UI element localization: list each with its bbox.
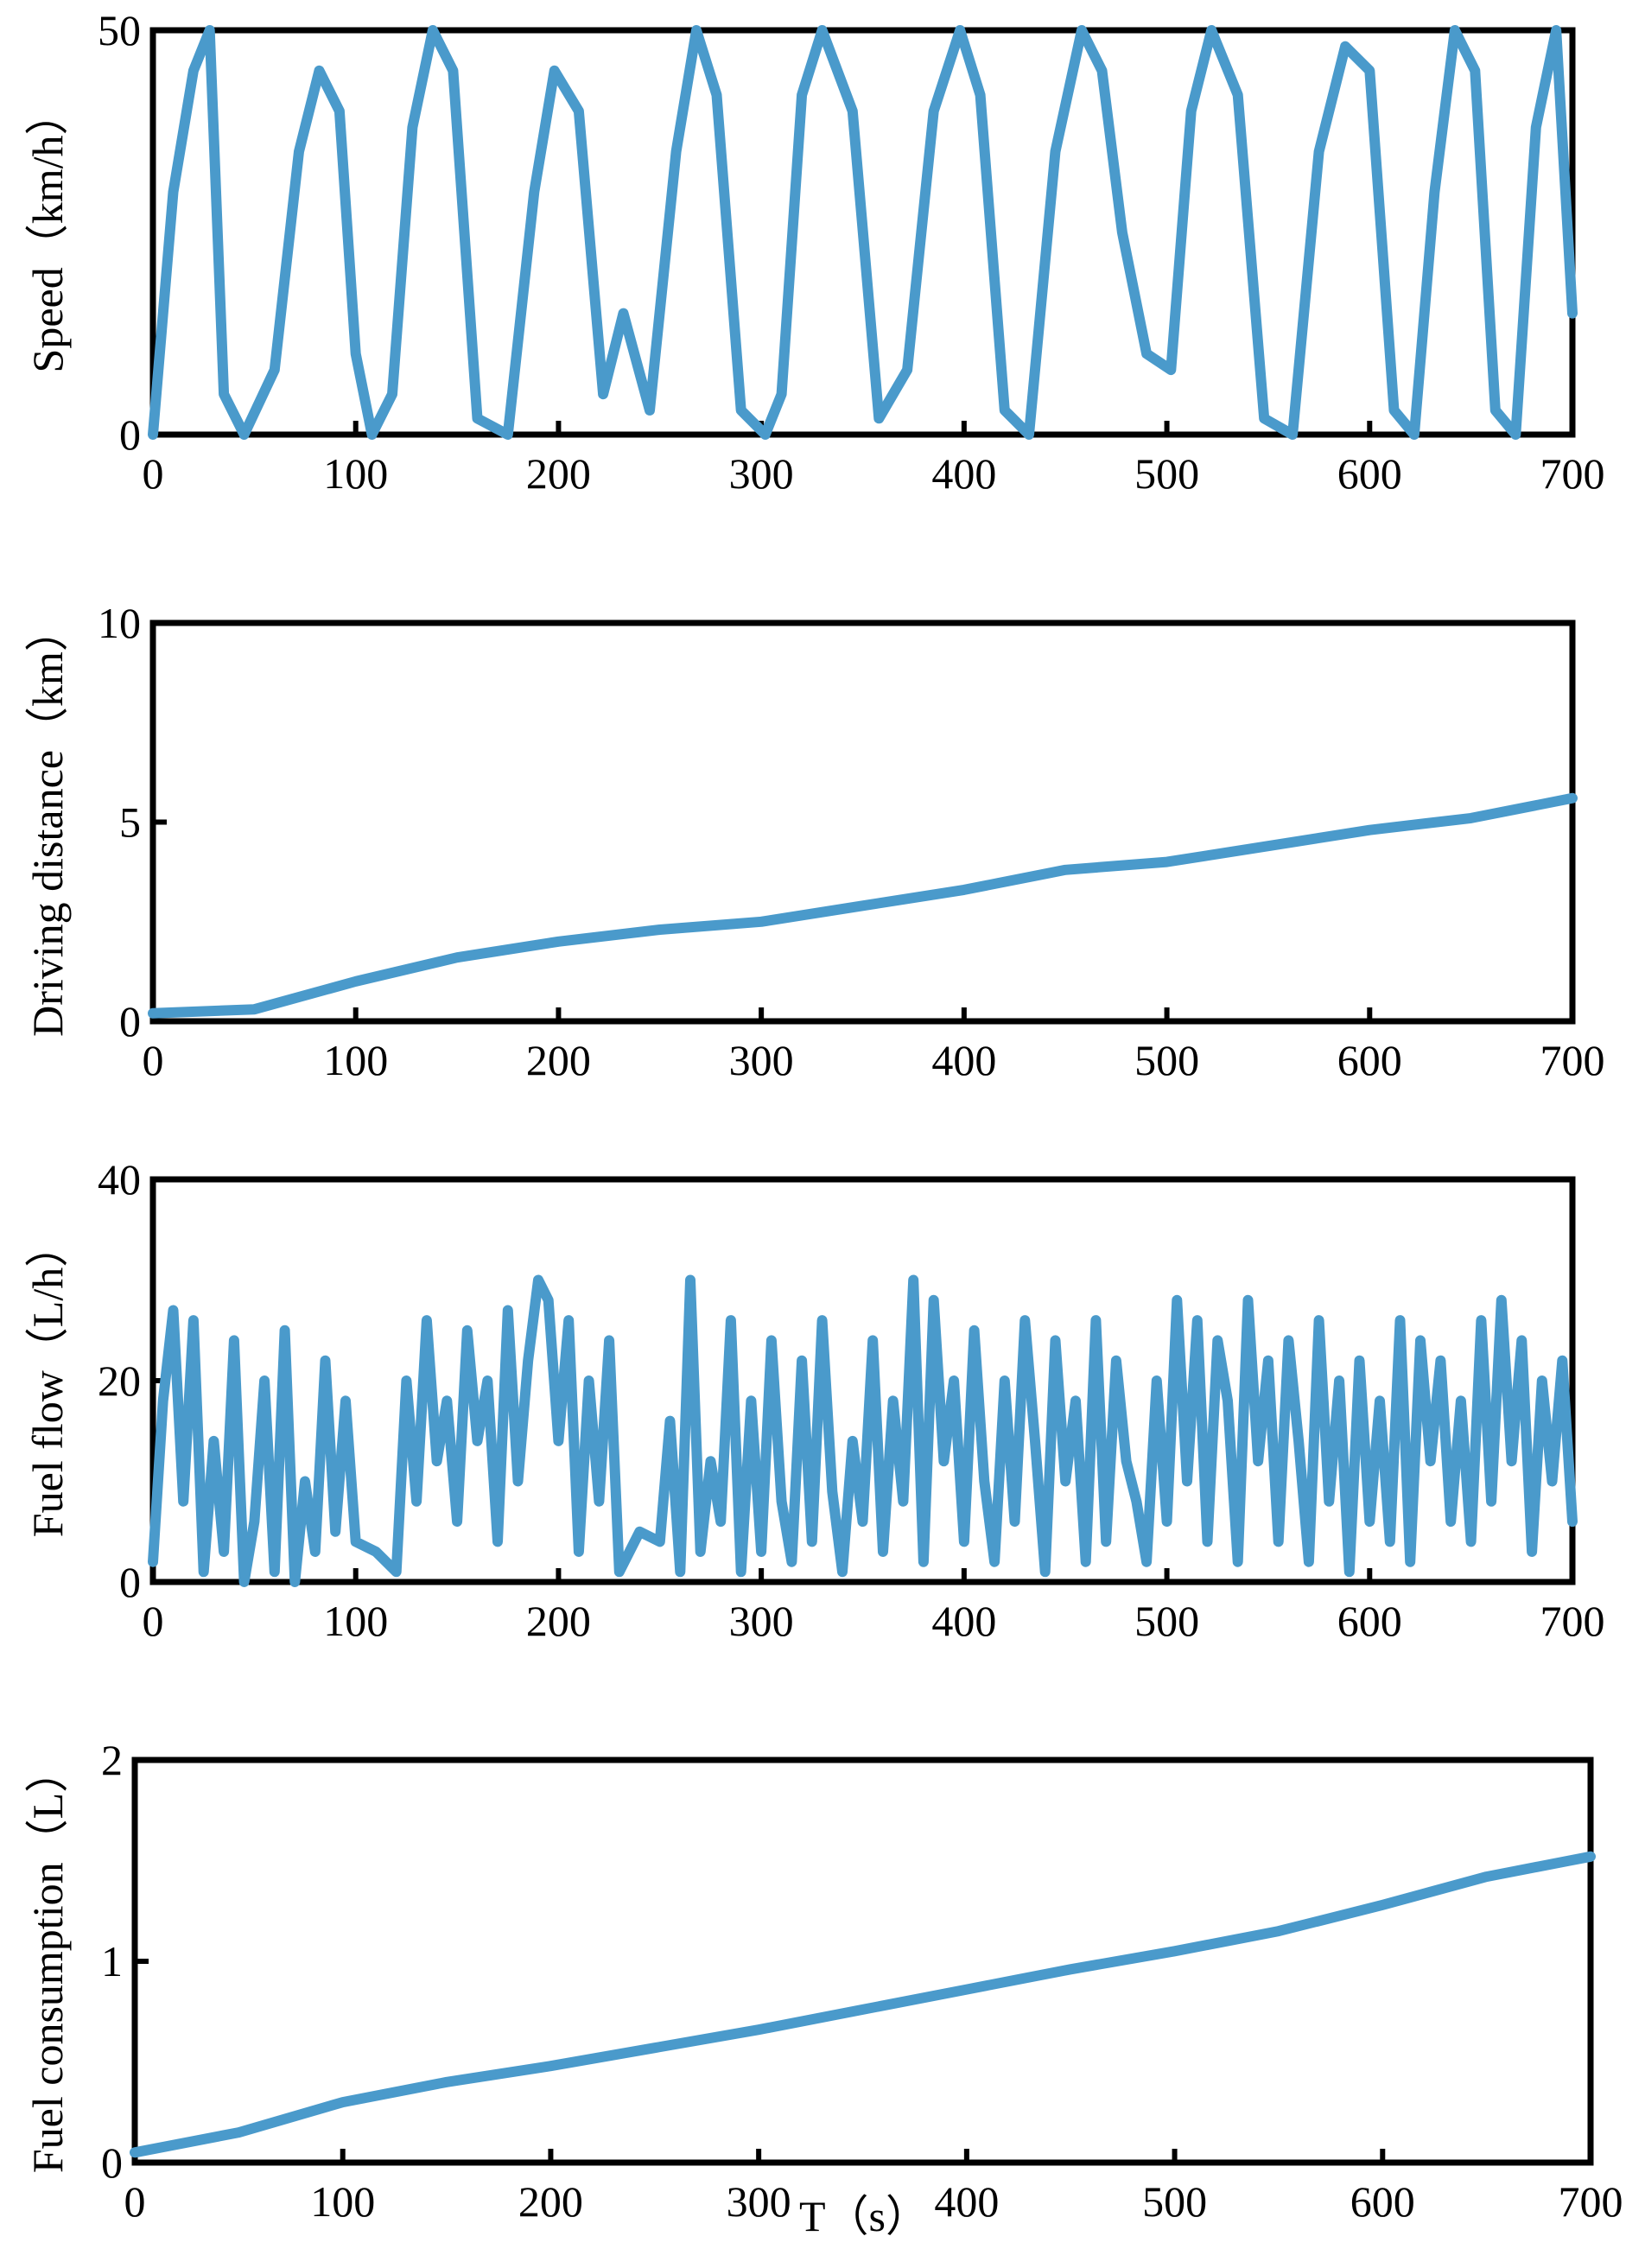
tick-labels: 0 100 200 300 400 500 600 700 0 5 10: [98, 599, 1605, 1084]
x-tick-label: 0: [143, 1036, 164, 1084]
x-tick-label: 500: [1134, 1036, 1199, 1084]
x-axis-label: T（s）: [799, 2192, 929, 2240]
x-tick-label: 300: [729, 1597, 794, 1645]
x-tick-label: 500: [1134, 449, 1199, 498]
plot-frame: [149, 619, 1576, 1025]
x-tick-label: 600: [1337, 449, 1402, 498]
x-tick-label: 100: [323, 1036, 388, 1084]
ticks: [150, 620, 1575, 1024]
speed-series: [148, 25, 1578, 440]
ticks: [150, 1177, 1575, 1585]
x-tick-label: 400: [934, 2177, 999, 2226]
tick-labels: 0 100 200 300 400 500 600 700 0 20 40: [98, 1155, 1605, 1645]
x-tick-label: 0: [143, 449, 164, 498]
y-tick-label: 10: [98, 599, 141, 647]
y-axis-label: Fuel consumption（L）: [23, 1750, 72, 2173]
y-tick-label: 5: [119, 798, 141, 847]
x-tick-label: 0: [143, 1597, 164, 1645]
y-tick-label: 0: [119, 997, 141, 1045]
x-tick-label: 100: [323, 1597, 388, 1645]
x-tick-label: 0: [124, 2177, 146, 2226]
y-tick-label: 20: [98, 1356, 141, 1405]
panel-fuel-flow: 0 100 200 300 400 500 600 700 0 20 40 Fuel flow（L/…: [23, 1155, 1605, 1645]
x-tick-label: 700: [1540, 1597, 1605, 1645]
y-tick-label: 50: [98, 6, 141, 54]
x-tick-label: 700: [1540, 1036, 1605, 1084]
x-tick-label: 100: [323, 449, 388, 498]
fuel-flow-series: [148, 1274, 1578, 1587]
x-tick-label: 200: [526, 449, 591, 498]
x-tick-label: 400: [931, 1036, 996, 1084]
x-tick-label: 500: [1134, 1597, 1199, 1645]
x-tick-label: 200: [526, 1597, 591, 1645]
y-tick-label: 2: [101, 1736, 123, 1784]
y-axis-label: Fuel flow（L/h）: [23, 1224, 72, 1537]
x-tick-label: 200: [526, 1036, 591, 1084]
panel-distance: 0 100 200 300 400 500 600 700 0 5 10 Driving dista…: [23, 599, 1605, 1084]
tick-labels: 0 100 200 300 400 500 600 700 0 1 2: [101, 1736, 1623, 2226]
x-tick-label: 600: [1350, 2177, 1415, 2226]
panel-fuel-consumption: 0 100 200 300 400 500 600 700 0 1 2 Fuel consumpti…: [23, 1736, 1623, 2240]
y-tick-label: 0: [101, 2138, 123, 2187]
x-tick-label: 100: [310, 2177, 375, 2226]
tick-labels: 0 100 200 300 400 500 600 700 0 50: [98, 6, 1605, 498]
x-tick-label: 500: [1142, 2177, 1207, 2226]
y-tick-label: 1: [101, 1937, 123, 1985]
y-axis-label: Driving distance（km）: [23, 608, 72, 1037]
x-tick-label: 300: [729, 1036, 794, 1084]
y-tick-label: 40: [98, 1155, 141, 1204]
y-tick-label: 0: [119, 410, 141, 459]
x-tick-label: 700: [1559, 2177, 1623, 2226]
x-tick-label: 700: [1540, 449, 1605, 498]
x-tick-label: 300: [727, 2177, 791, 2226]
y-axis-label: Speed（km/h）: [23, 92, 72, 373]
x-tick-label: 300: [729, 449, 794, 498]
x-tick-label: 400: [931, 1597, 996, 1645]
x-tick-label: 200: [518, 2177, 583, 2226]
y-tick-label: 0: [119, 1558, 141, 1606]
fuel-consumption-series: [130, 1851, 1596, 2158]
distance-series: [148, 792, 1578, 1019]
x-tick-label: 600: [1337, 1597, 1402, 1645]
panel-speed: 0 100 200 300 400 500 600 700 0 50 Speed（km/h）: [23, 6, 1605, 498]
x-tick-label: 400: [931, 449, 996, 498]
x-tick-label: 600: [1337, 1036, 1402, 1084]
ticks: [132, 1757, 1593, 2165]
